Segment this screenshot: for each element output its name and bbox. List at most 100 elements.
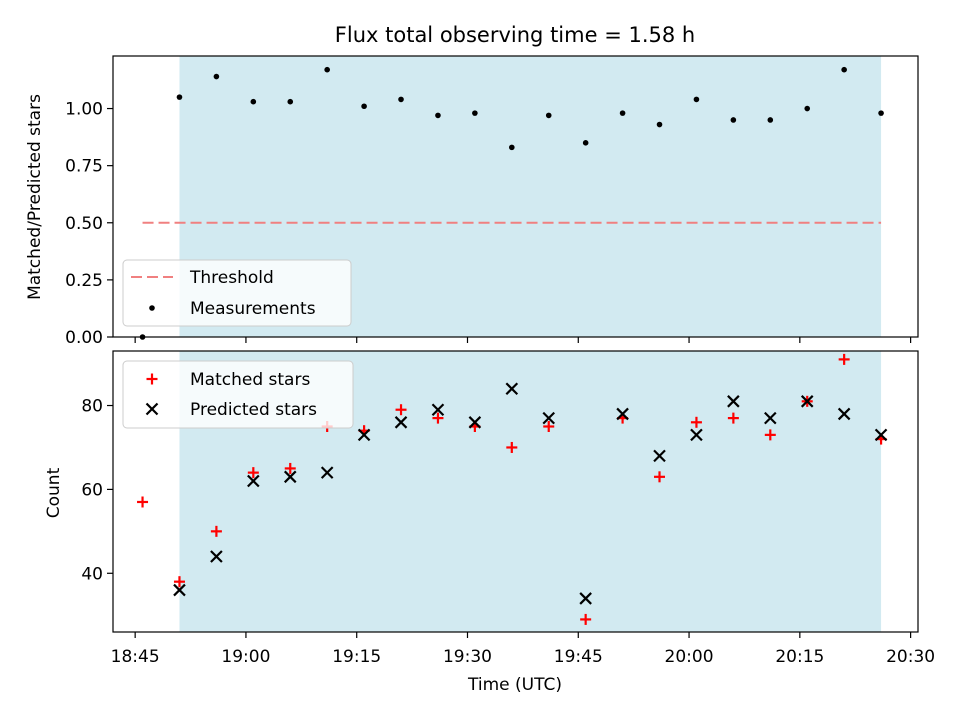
measurement-point bbox=[804, 105, 811, 112]
measurements-legend-label: Measurements bbox=[190, 299, 316, 319]
top-axes-frame bbox=[112, 55, 919, 338]
top-y-tick-label: 0.25 bbox=[65, 271, 103, 291]
bottom-y-ticks: 40 60 80 bbox=[81, 397, 113, 584]
top-legend: Threshold Measurements bbox=[122, 259, 352, 327]
bottom-x-tick-label: 18:45 bbox=[111, 647, 160, 667]
predicted-star-point bbox=[800, 395, 814, 408]
measurement-point bbox=[435, 112, 441, 119]
predicted-stars-legend-swatch bbox=[145, 402, 159, 416]
bottom-legend: Matched stars Predicted stars bbox=[122, 360, 354, 429]
predicted-star-point bbox=[210, 550, 223, 563]
matched-star-point bbox=[247, 467, 259, 479]
predicted-star-point bbox=[394, 416, 408, 429]
matched-star-point bbox=[543, 420, 555, 432]
measurement-point bbox=[398, 96, 404, 103]
predicted-star-point bbox=[690, 428, 703, 442]
measurement-point bbox=[582, 140, 589, 146]
predicted-star-point bbox=[173, 583, 186, 597]
predicted-stars-legend-marker bbox=[145, 402, 159, 416]
x-axis-label: Time (UTC) bbox=[467, 675, 562, 695]
bottom-y-axis-label: Count bbox=[44, 467, 64, 518]
predicted-star-point bbox=[320, 466, 334, 479]
matched-star-point bbox=[838, 353, 850, 365]
bottom-x-tick-label: 19:00 bbox=[221, 647, 270, 667]
top-y-tick-label: 0.50 bbox=[65, 214, 103, 234]
measurement-point bbox=[509, 144, 515, 151]
matched-star-point bbox=[764, 429, 776, 441]
predicted-star-point bbox=[431, 403, 445, 416]
predicted-star-point bbox=[837, 407, 851, 421]
measurement-point bbox=[841, 66, 847, 73]
measurement-point bbox=[730, 117, 737, 123]
predicted-star-point bbox=[579, 592, 592, 605]
measurement-point bbox=[545, 112, 552, 119]
measurement-point bbox=[287, 98, 294, 105]
bottom-y-tick-label: 60 bbox=[81, 480, 103, 500]
top-y-tick-label: 0.75 bbox=[65, 157, 103, 177]
predicted-star-point bbox=[247, 474, 260, 488]
predicted-stars-legend-label: Predicted stars bbox=[190, 400, 317, 420]
predicted-star-point bbox=[505, 382, 519, 396]
predicted-star-point bbox=[616, 407, 629, 421]
measurement-point bbox=[361, 103, 367, 110]
top-panel: 0.00 0.25 0.50 0.75 1.00 Matched/Predicted s… bbox=[25, 55, 919, 348]
bottom-legend-box bbox=[122, 360, 354, 429]
top-legend-box bbox=[122, 259, 352, 327]
top-y-axis-label: Matched/Predicted stars bbox=[25, 94, 45, 300]
predicted-star-point bbox=[468, 416, 482, 429]
measurement-point bbox=[619, 110, 626, 116]
bottom-axes-frame bbox=[112, 350, 919, 633]
threshold-legend-label: Threshold bbox=[189, 268, 274, 288]
bottom-x-tick-label: 20:15 bbox=[775, 647, 824, 667]
matched-star-point bbox=[395, 404, 407, 416]
bottom-y-tick-label: 80 bbox=[81, 397, 103, 417]
bottom-x-ticks: 18:45 19:00 19:15 19:30 19:45 20:00 20:15 20:30 bbox=[111, 632, 935, 667]
matched-stars-legend-label: Matched stars bbox=[190, 370, 310, 390]
bottom-x-tick-label: 20:00 bbox=[665, 647, 714, 667]
top-y-ticks: 0.00 0.25 0.50 0.75 1.00 bbox=[65, 100, 113, 348]
bottom-x-tick-label: 19:15 bbox=[332, 647, 381, 667]
measurement-point bbox=[693, 96, 700, 103]
predicted-star-point bbox=[542, 411, 556, 425]
matched-stars-legend-swatch bbox=[146, 373, 158, 385]
measurement-points bbox=[139, 66, 884, 340]
matched-star-point bbox=[580, 613, 592, 625]
measurement-point bbox=[656, 121, 663, 128]
measurement-point bbox=[176, 94, 183, 100]
matched-star-point bbox=[727, 412, 739, 424]
predicted-star-point bbox=[283, 470, 297, 484]
predicted-star-point bbox=[727, 395, 740, 408]
figure-title: Flux total observing time = 1.58 h bbox=[335, 23, 695, 47]
bottom-y-tick-label: 40 bbox=[81, 564, 103, 584]
top-y-tick-label: 1.00 bbox=[65, 100, 103, 120]
measurement-point bbox=[878, 110, 884, 116]
predicted-star-point bbox=[653, 449, 666, 463]
predicted-star-point bbox=[357, 428, 371, 442]
bottom-panel: 40 60 80 18:45 19:00 19:15 19:30 19:45 20:00 20:… bbox=[44, 350, 935, 695]
measurement-point bbox=[472, 110, 478, 116]
measurement-point bbox=[324, 66, 330, 73]
top-x-ticks bbox=[134, 337, 912, 343]
bottom-x-tick-label: 19:30 bbox=[443, 647, 492, 667]
bottom-x-tick-label: 19:45 bbox=[554, 647, 603, 667]
matched-star-point bbox=[173, 576, 185, 588]
predicted-star-point bbox=[874, 428, 888, 442]
measurements-legend-swatch bbox=[149, 305, 155, 311]
predicted-star-point bbox=[764, 411, 777, 425]
measurement-point bbox=[250, 98, 257, 105]
matched-stars-legend-marker bbox=[146, 373, 158, 385]
matched-star-point bbox=[690, 416, 702, 428]
matched-star-point bbox=[137, 496, 149, 508]
matched-star-point bbox=[654, 471, 666, 483]
matched-star-point bbox=[432, 412, 444, 424]
bottom-x-tick-label: 20:30 bbox=[886, 647, 935, 667]
measurement-point bbox=[767, 117, 774, 123]
predicted-stars-points bbox=[173, 382, 888, 605]
matched-star-point bbox=[506, 441, 518, 453]
matched-star-point bbox=[284, 462, 296, 474]
measurement-point bbox=[213, 73, 220, 80]
matched-star-point bbox=[210, 525, 222, 537]
top-y-tick-label: 0.00 bbox=[65, 328, 103, 348]
